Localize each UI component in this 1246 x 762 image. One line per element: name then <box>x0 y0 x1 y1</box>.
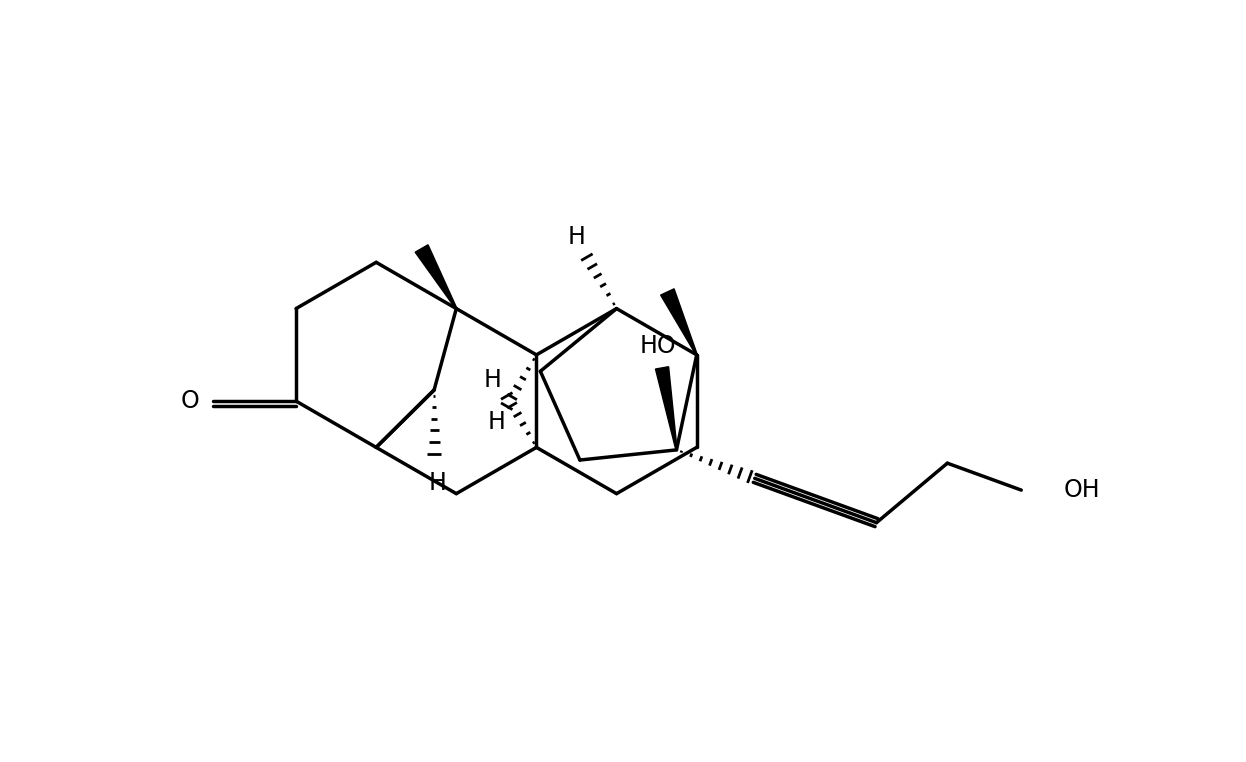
Text: H: H <box>429 470 447 495</box>
Polygon shape <box>415 245 457 309</box>
Polygon shape <box>660 289 698 355</box>
Text: OH: OH <box>1064 478 1100 502</box>
Text: O: O <box>181 389 199 413</box>
Text: H: H <box>483 368 501 392</box>
Polygon shape <box>655 367 677 450</box>
Text: HO: HO <box>640 335 677 358</box>
Text: H: H <box>567 225 586 249</box>
Text: H: H <box>487 411 506 434</box>
